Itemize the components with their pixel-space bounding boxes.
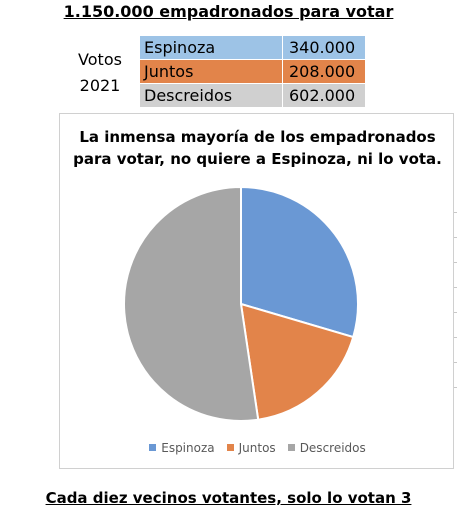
legend-swatch (149, 444, 157, 451)
legend-item-juntos: Juntos (226, 441, 276, 455)
table-cell-name: Espinoza (139, 35, 283, 60)
chart-legend: Espinoza Juntos Descreidos (60, 441, 455, 455)
legend-label: Juntos (238, 441, 276, 455)
votos-label-line2: 2021 (79, 76, 121, 95)
table-cell-name: Descreidos (139, 83, 283, 108)
grid-line (454, 212, 457, 213)
table-row-espinoza: Espinoza 340.000 (139, 35, 366, 60)
chart-title-line1: La inmensa mayoría de los empadronados (79, 128, 436, 146)
grid-line (454, 312, 457, 313)
legend-item-descreidos: Descreidos (287, 441, 366, 455)
legend-swatch (287, 444, 295, 451)
table-cell-value: 340.000 (282, 35, 366, 60)
legend-label: Descreidos (299, 441, 366, 455)
table-row-juntos: Juntos 208.000 (139, 59, 366, 84)
page-title: 1.150.000 empadronados para votar (63, 2, 394, 21)
table-row-descreidos: Descreidos 602.000 (139, 83, 366, 108)
votes-table: Espinoza 340.000 Juntos 208.000 Descreid… (139, 35, 366, 108)
legend-label: Espinoza (161, 441, 215, 455)
pie-chart: La inmensa mayoría de los empadronados p… (59, 113, 454, 469)
grid-line (454, 237, 457, 238)
grid-line (454, 387, 457, 388)
pie-slice-juntos (239, 302, 355, 421)
pie-slice-descreidos (123, 185, 260, 422)
bottom-caption: Cada diez vecinos votantes, solo lo vota… (45, 489, 412, 507)
table-cell-value: 602.000 (282, 83, 366, 108)
votos-label-line1: Votos (78, 50, 122, 69)
legend-swatch (226, 444, 234, 451)
chart-title: La inmensa mayoría de los empadronados p… (60, 126, 455, 170)
grid-line (454, 337, 457, 338)
pie-chart-plot (123, 185, 359, 422)
votos-year-label: Votos 2021 (74, 47, 126, 99)
legend-item-espinoza: Espinoza (149, 441, 215, 455)
pie-slice-espinoza (240, 185, 359, 339)
grid-line (454, 362, 457, 363)
chart-title-line2: para votar, no quiere a Espinoza, ni lo … (73, 150, 442, 168)
table-cell-value: 208.000 (282, 59, 366, 84)
grid-line (454, 262, 457, 263)
table-cell-name: Juntos (139, 59, 283, 84)
grid-line (454, 287, 457, 288)
